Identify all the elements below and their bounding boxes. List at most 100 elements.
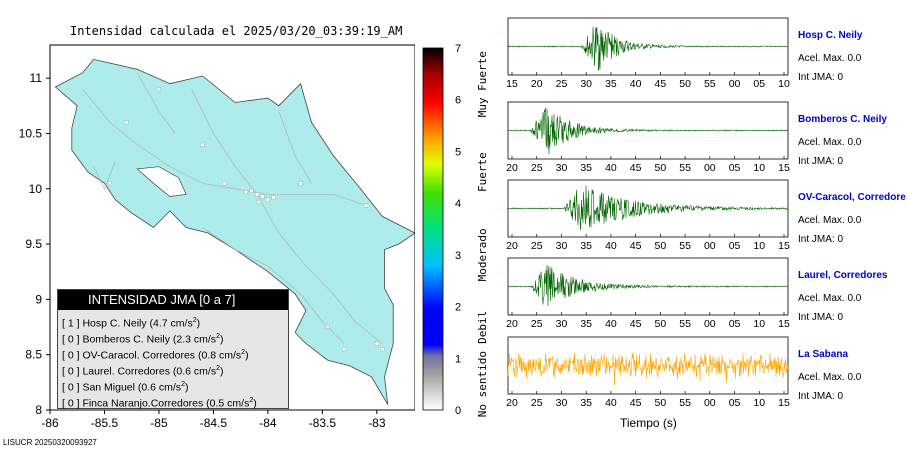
waveform-trace bbox=[508, 26, 789, 71]
station-marker bbox=[222, 181, 227, 186]
station-marker bbox=[298, 181, 303, 186]
legend-station-text: Bomberos C. Neily (2.3 cm/s bbox=[82, 333, 217, 346]
trace-tick-label: 55 bbox=[704, 78, 716, 90]
legend-station-text: Finca Naranjo.Corredores (0.5 cm/s bbox=[82, 397, 250, 410]
legend-station-text: Hosp C. Neily (4.7 cm/s bbox=[82, 317, 193, 330]
trace-tick-label: 55 bbox=[679, 397, 691, 409]
colorbar-category-label: No sentido bbox=[476, 351, 489, 417]
trace-tick-label: 25 bbox=[531, 318, 543, 330]
station-marker bbox=[260, 194, 265, 199]
trace-tick-label: 40 bbox=[605, 318, 617, 330]
station-marker bbox=[244, 190, 249, 195]
station-marker bbox=[124, 120, 129, 125]
road-line bbox=[93, 160, 116, 190]
road-line bbox=[278, 111, 312, 184]
station-marker bbox=[200, 142, 205, 147]
legend-level: [ 0 ] bbox=[62, 333, 80, 346]
colorbar-category-label: Muy Fuerte bbox=[476, 51, 489, 117]
x-tick-label: -86 bbox=[41, 416, 59, 430]
trace-tick-label: 00 bbox=[704, 162, 716, 174]
gulf-nicoya bbox=[136, 166, 187, 197]
legend-level: [ 0 ] bbox=[62, 365, 80, 378]
colorbar-tick-label: 2 bbox=[455, 302, 461, 314]
colorbar-tick-label: 7 bbox=[455, 43, 461, 55]
colorbar-tick-label: 4 bbox=[455, 198, 461, 210]
y-tick-label: 11 bbox=[30, 71, 43, 85]
legend-close-paren: ) bbox=[219, 333, 224, 346]
trace-tick-label: 35 bbox=[605, 78, 617, 90]
legend-row: [ 0 ] San Miguel (0.6 cm/s2) bbox=[58, 377, 288, 394]
trace-tick-label: 30 bbox=[556, 318, 568, 330]
y-tick-label: 8 bbox=[35, 403, 42, 417]
x-tick-label: -84.5 bbox=[200, 416, 228, 430]
trace-tick-label: 15 bbox=[778, 240, 790, 252]
legend-row: [ 0 ] Bomberos C. Neily (2.3 cm/s2) bbox=[58, 329, 288, 346]
legend-row: [ 0 ] OV-Caracol. Corredores (0.8 cm/s2) bbox=[58, 345, 288, 362]
legend-station-text: Laurel. Corredores (0.6 cm/s bbox=[82, 365, 217, 378]
trace-tick-label: 25 bbox=[531, 162, 543, 174]
legend-station-text: San Miguel (0.6 cm/s bbox=[82, 381, 182, 394]
trace-tick-label: 30 bbox=[580, 78, 592, 90]
trace-tick-label: 00 bbox=[704, 397, 716, 409]
x-tick-label: -84 bbox=[259, 416, 277, 430]
station-marker bbox=[364, 203, 369, 208]
station-int-jma: Int JMA: 0 bbox=[798, 72, 844, 83]
waveform-trace bbox=[507, 352, 789, 386]
legend-level: [ 0 ] bbox=[62, 349, 80, 362]
trace-tick-label: 55 bbox=[679, 162, 691, 174]
map-frame bbox=[49, 44, 415, 411]
trace-tick-label: 50 bbox=[655, 240, 667, 252]
trace-tick-label: 40 bbox=[605, 397, 617, 409]
trace-tick-label: 15 bbox=[778, 318, 790, 330]
colorbar-tick-label: 0 bbox=[455, 405, 461, 417]
station-int-jma: Int JMA: 0 bbox=[798, 234, 844, 245]
legend-close-paren: ) bbox=[184, 381, 189, 394]
trace-tick-label: 10 bbox=[753, 318, 765, 330]
land-polygon bbox=[54, 58, 415, 405]
intensity-legend: INTENSIDAD JMA [0 a 7] [ 1 ] Hosp C. Nei… bbox=[57, 289, 289, 410]
station-marker bbox=[271, 195, 276, 200]
trace-tick-label: 45 bbox=[630, 240, 642, 252]
legend-unit-sup: 2 bbox=[249, 397, 254, 404]
trace-tick-label: 15 bbox=[778, 162, 790, 174]
trace-tick-label: 20 bbox=[506, 240, 518, 252]
station-marker bbox=[265, 197, 270, 202]
trace-tick-label: 20 bbox=[506, 397, 518, 409]
legend-close-paren: ) bbox=[219, 365, 224, 378]
station-marker bbox=[156, 87, 161, 92]
footer-id: LISUCR 20250320093927 bbox=[3, 438, 97, 447]
station-acel-max: Acel. Max. 0.0 bbox=[798, 215, 862, 226]
station-acel-max: Acel. Max. 0.0 bbox=[798, 53, 862, 64]
road-line bbox=[191, 89, 258, 195]
station-marker bbox=[257, 200, 262, 205]
trace-tick-label: 05 bbox=[729, 318, 741, 330]
trace-tick-label: 05 bbox=[729, 397, 741, 409]
colorbar-tick-label: 6 bbox=[455, 95, 461, 107]
trace-tick-label: 10 bbox=[778, 78, 790, 90]
trace-tick-label: 55 bbox=[679, 240, 691, 252]
seismogram-panels: 15 20 25 30 35 40 45 50 55 00 05 10 20 25 30 35 40 45 50 55… bbox=[506, 17, 790, 409]
trace-tick-label: 15 bbox=[778, 397, 790, 409]
station-name: Hosp C. Neily bbox=[798, 30, 863, 41]
trace-tick-label: 30 bbox=[556, 240, 568, 252]
station-marker bbox=[380, 347, 385, 352]
trace-tick-label: 05 bbox=[729, 240, 741, 252]
y-tick-label: 9.5 bbox=[25, 237, 42, 251]
station-marker bbox=[325, 325, 330, 330]
station-int-jma: Int JMA: 0 bbox=[798, 156, 844, 167]
road-line bbox=[256, 194, 383, 344]
station-int-jma: Int JMA: 0 bbox=[798, 312, 844, 323]
trace-tick-label: 45 bbox=[630, 162, 642, 174]
trace-tick-label: 40 bbox=[605, 162, 617, 174]
legend-unit-sup: 2 bbox=[216, 365, 220, 372]
y-tick-label: 10.5 bbox=[19, 126, 43, 140]
trace-tick-label: 50 bbox=[679, 78, 691, 90]
trace-tick-label: 20 bbox=[506, 318, 518, 330]
waveform-trace bbox=[507, 264, 789, 307]
trace-tick-label: 00 bbox=[704, 240, 716, 252]
colorbar-tick-label: 3 bbox=[455, 250, 461, 262]
trace-tick-label: 00 bbox=[729, 78, 741, 90]
road-line bbox=[136, 72, 176, 134]
waveform-trace bbox=[507, 185, 789, 231]
legend-close-paren: ) bbox=[196, 317, 201, 330]
